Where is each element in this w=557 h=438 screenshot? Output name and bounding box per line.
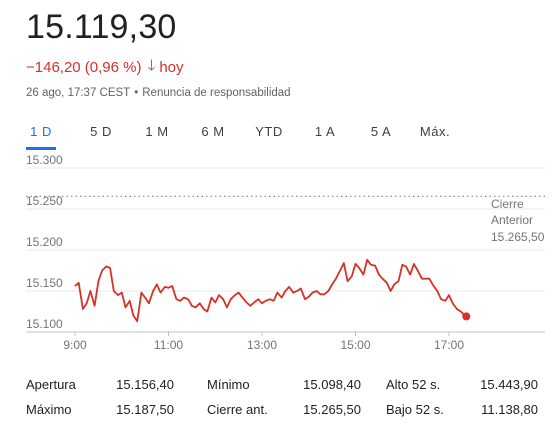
stat-label: Bajo 52 s. [386, 402, 474, 417]
tab-5d[interactable]: 5 D [86, 120, 116, 150]
stat-label: Cierre ant. [207, 402, 293, 417]
x-tick-label: 13:00 [247, 338, 277, 352]
stat-label: Alto 52 s. [386, 377, 474, 392]
tab-1d[interactable]: 1 D [26, 120, 56, 150]
price-change: −146,20 (0,96 %) 🡓 hoy [26, 55, 184, 80]
stats-row: Apertura 15.156,40 Mínimo 15.098,40 Alto… [26, 372, 541, 397]
change-value: −146,20 (0,96 %) [26, 59, 142, 76]
stat-value: 15.156,40 [114, 377, 174, 392]
arrow-down-icon: 🡓 [148, 55, 156, 80]
stat-value: 15.187,50 [114, 402, 174, 417]
tab-1a[interactable]: 1 A [310, 120, 340, 150]
y-tick-label: 15.150 [26, 276, 63, 290]
stat-low: Mínimo 15.098,40 [207, 377, 361, 392]
stat-high: Máximo 15.187,50 [26, 402, 174, 417]
tab-max[interactable]: Máx. [418, 120, 452, 150]
quote-meta: 26 ago, 17:37 CEST • Renuncia de respons… [26, 87, 291, 99]
x-tick-label: 15:00 [340, 338, 370, 352]
current-price: 15.119,30 [26, 8, 177, 47]
previous-close-label-line1: Cierre [491, 197, 524, 211]
stat-prev-close: Cierre ant. 15.265,50 [207, 402, 361, 417]
stat-low-52w: Bajo 52 s. 11.138,80 [386, 402, 538, 417]
previous-close-label-line2: Anterior [491, 213, 533, 227]
stats-row: Máximo 15.187,50 Cierre ant. 15.265,50 B… [26, 397, 541, 422]
timestamp: 26 ago, 17:37 CEST [26, 87, 130, 99]
stat-value: 11.138,80 [474, 402, 538, 417]
stats-table: Apertura 15.156,40 Mínimo 15.098,40 Alto… [26, 372, 541, 422]
stat-label: Máximo [26, 402, 114, 417]
x-tick-label: 11:00 [154, 338, 183, 352]
stat-label: Mínimo [207, 377, 293, 392]
tab-ytd[interactable]: YTD [252, 120, 286, 150]
stat-open: Apertura 15.156,40 [26, 377, 174, 392]
range-tabs: 1 D 5 D 1 M 6 M YTD 1 A 5 A Máx. [26, 120, 452, 150]
last-price-dot [462, 312, 470, 320]
tab-6m[interactable]: 6 M [198, 120, 228, 150]
previous-close-value: 15.265,50 [491, 230, 545, 244]
tab-1m[interactable]: 1 M [142, 120, 172, 150]
x-tick-label: 9:00 [63, 338, 87, 352]
stat-value: 15.098,40 [293, 377, 361, 392]
y-tick-label: 15.200 [26, 235, 63, 249]
stat-value: 15.443,90 [474, 377, 538, 392]
stat-value: 15.265,50 [293, 402, 361, 417]
period-label: hoy [159, 59, 183, 76]
x-tick-label: 17:00 [434, 338, 464, 352]
tab-5a[interactable]: 5 A [366, 120, 396, 150]
stat-label: Apertura [26, 377, 114, 392]
disclaimer-link[interactable]: Renuncia de responsabilidad [142, 87, 290, 99]
separator: • [134, 87, 138, 99]
y-tick-label: 15.300 [26, 153, 63, 167]
stat-high-52w: Alto 52 s. 15.443,90 [386, 377, 538, 392]
y-tick-label: 15.100 [26, 317, 63, 331]
